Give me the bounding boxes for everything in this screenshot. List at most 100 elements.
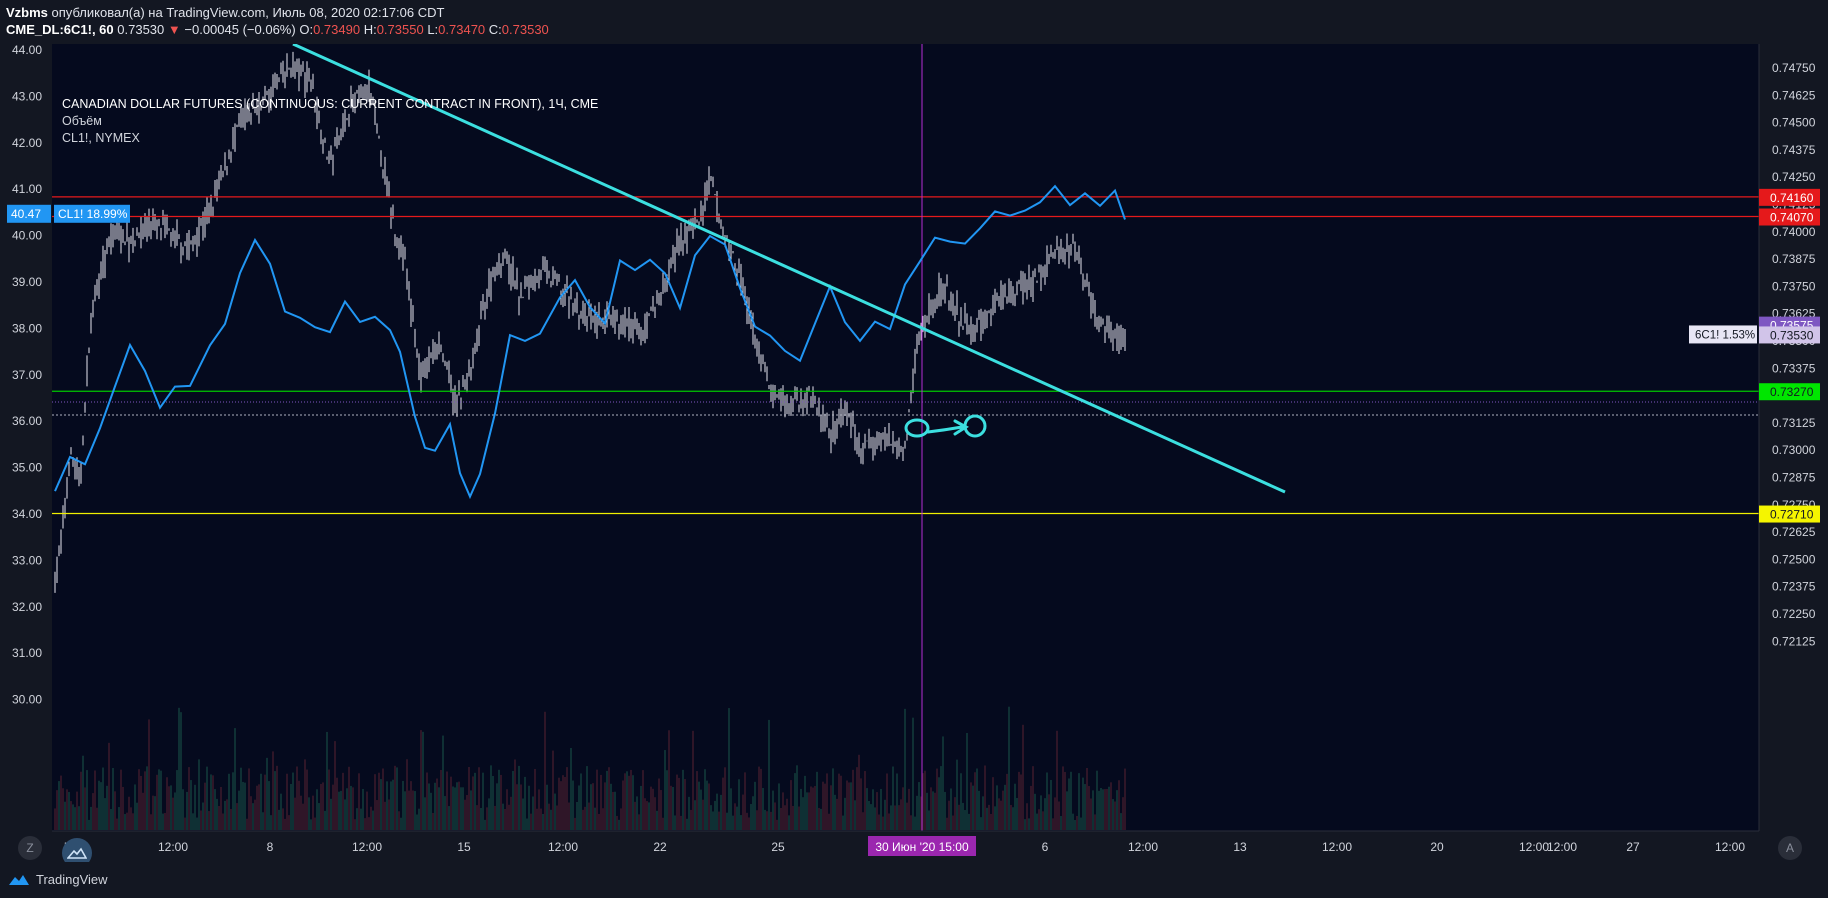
horizontal-levels[interactable] [52,196,1759,515]
time-axis-label: 25 [771,840,785,854]
low-label: L: [427,22,439,37]
author-name[interactable]: Vzbms [6,5,48,20]
auto-scale-button[interactable]: A [1778,836,1802,860]
cl1-percent-badge-label: CL1! 18.99% [58,207,128,221]
time-axis-label: 27 [1626,840,1640,854]
close-value: 0.73530 [501,22,549,37]
time-axis-label: 12:00 [158,840,188,854]
low-value: 0.73470 [438,22,486,37]
left-axis-tick: 38.00 [12,321,42,335]
trendline[interactable] [292,44,1286,494]
left-axis-tick: 43.00 [12,89,42,103]
zoom-left-button[interactable]: Z [18,836,42,860]
left-axis-tick: 37.00 [12,368,42,382]
right-axis-tick: 0.74250 [1772,170,1816,184]
right-axis-tick: 0.73750 [1772,279,1816,293]
right-axis-tick: 0.74375 [1772,143,1816,157]
left-price-axis[interactable]: 44.00 43.00 42.00 41.00 40.00 39.00 38.00 37.00… [7,44,130,707]
left-axis-tick: 40.00 [12,229,42,243]
price-badge-label: 0.73270 [1770,385,1814,399]
right-axis-tick: 0.72250 [1772,607,1816,621]
tradingview-brand[interactable]: TradingView [8,872,108,887]
ohlc-line: CME_DL:6C1!, 60 0.73530 ▼ −0.00045 (−0.0… [6,22,549,37]
right-axis-tick: 0.74500 [1772,116,1816,130]
time-axis-label: 12:00 [1128,840,1158,854]
right-axis-tick: 0.72625 [1772,525,1816,539]
right-axis-tick: 0.73875 [1772,252,1816,266]
chart-header: Vzbms опубликовал(а) на TradingView.com,… [0,0,1828,44]
price-badge-label: 0.74160 [1770,191,1814,205]
high-value: 0.73550 [376,22,424,37]
time-cursor-label: 30 Июн '20 15:00 [875,840,969,854]
right-axis-tick: 0.72375 [1772,580,1816,594]
time-axis-label: 13 [1233,840,1247,854]
right-axis-tick: 0.73000 [1772,443,1816,457]
footer-bar: TradingView [0,862,1828,898]
tradingview-logo-icon [9,874,29,885]
time-axis[interactable]: Июн12:00812:001512:00222512:00612:001312… [52,830,1759,856]
price-badge[interactable] [1759,505,1820,523]
price-badge-label: 0.73530 [1770,328,1814,342]
publish-info: Vzbms опубликовал(а) на TradingView.com,… [6,5,444,20]
price-chart[interactable]: 44.00 43.00 42.00 41.00 40.00 39.00 38.00 37.00… [0,44,1828,862]
right-axis-tick: 0.74000 [1772,225,1816,239]
symbol-percent-badge-label: 6C1! 1.53% [1695,329,1755,341]
right-axis-tick: 0.72125 [1772,634,1816,648]
cl1-compare-line [54,184,1126,500]
plot-area[interactable] [52,44,1759,831]
symbol-label[interactable]: CME_DL:6C1!, 60 [6,22,114,37]
left-axis-tick: 31.00 [12,646,42,660]
left-axis-tick: 30.00 [12,693,42,707]
right-axis-tick: 0.72875 [1772,471,1816,485]
left-axis-tick: 35.00 [12,461,42,475]
time-axis-label: 22 [653,840,667,854]
price-badge-label: 0.74070 [1770,211,1814,225]
brand-name: TradingView [36,872,108,887]
chart-frame[interactable]: 44.00 43.00 42.00 41.00 40.00 39.00 38.00 37.00… [0,44,1828,868]
left-axis-tick: 39.00 [12,275,42,289]
left-axis-tick: 42.00 [12,136,42,150]
auto-scale-label: A [1785,841,1794,855]
price-change: −0.00045 (−0.06%) [184,22,296,37]
price-badge[interactable] [1759,383,1820,401]
left-axis-tick: 32.00 [12,600,42,614]
time-axis-label: 15 [457,840,471,854]
time-axis-label: 12:00 [1715,840,1745,854]
time-axis-label: 8 [267,840,274,854]
price-badge[interactable] [1759,188,1820,206]
left-axis-tick: 44.00 [12,44,42,57]
price-badge[interactable] [1759,326,1820,344]
left-axis-tick: 33.00 [12,553,42,567]
open-value: 0.73490 [313,22,361,37]
left-axis-tick: 36.00 [12,414,42,428]
volume-bars [54,706,1126,830]
left-current-badge[interactable] [7,204,51,223]
price-badge[interactable] [1759,208,1820,226]
cl1-percent-badge[interactable] [54,204,130,223]
down-arrow-icon: ▼ [167,22,181,37]
right-axis-tick: 0.73125 [1772,416,1816,430]
last-price: 0.73530 [117,22,165,37]
open-label: O: [299,22,314,37]
right-axis-tick: 0.74625 [1772,88,1816,102]
left-axis-tick: 34.00 [12,507,42,521]
close-label: C: [488,22,502,37]
zoom-left-label: Z [26,841,34,855]
right-axis-tick: 0.74750 [1772,61,1816,75]
time-axis-label: 12:00 [352,840,382,854]
time-cursor-badge[interactable] [868,836,976,856]
handdrawn-arrow[interactable] [904,414,987,438]
time-axis-label: 12:00 [1322,840,1352,854]
price-badge-label: 0.72710 [1770,508,1814,522]
time-axis-label: 6 [1042,840,1049,854]
high-label: H: [363,22,377,37]
time-axis-label: 12:00 [1519,840,1549,854]
left-axis-tick: 41.00 [12,182,42,196]
right-price-axis[interactable]: 0.74750 0.74625 0.74500 0.74375 0.74250 0.741… [1689,44,1820,831]
left-current-badge-label: 40.47 [11,207,41,221]
symbol-percent-badge[interactable] [1689,325,1757,344]
time-axis-label: 12:00 [548,840,578,854]
time-axis-label: 12:00 [1547,840,1577,854]
right-axis-tick: 0.73375 [1772,361,1816,375]
time-axis-label: 20 [1430,840,1444,854]
